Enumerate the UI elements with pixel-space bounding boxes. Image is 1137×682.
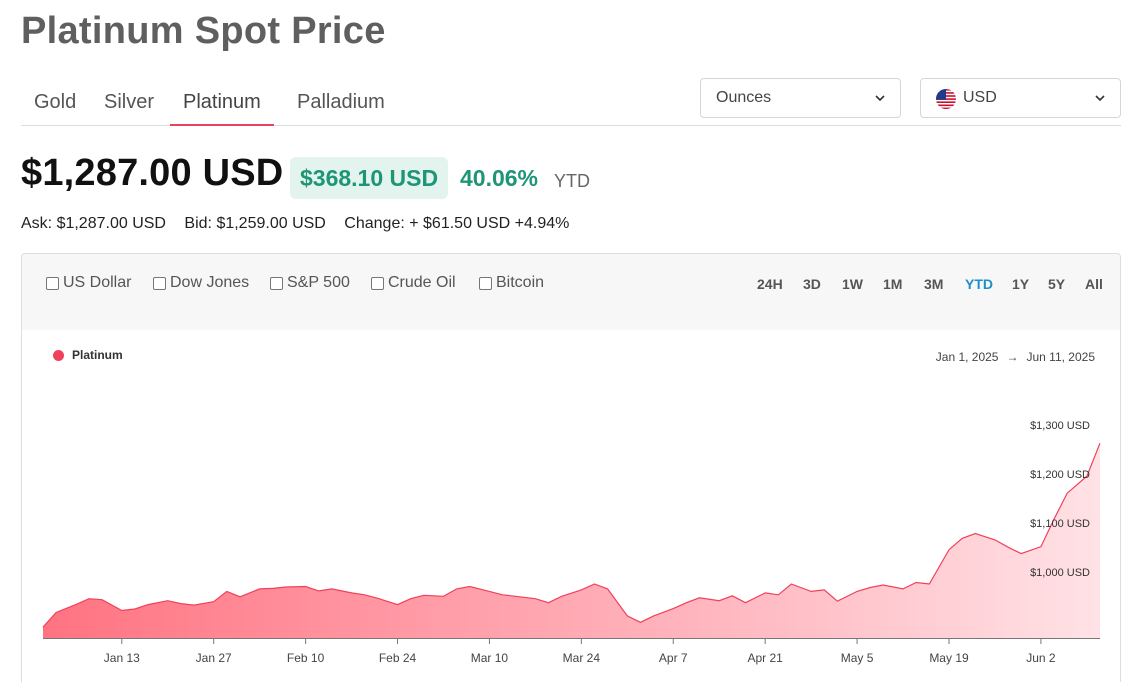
range-5y[interactable]: 5Y: [1048, 276, 1066, 292]
x-tick-label: Mar 10: [471, 651, 509, 665]
us-flag-icon: [936, 89, 956, 109]
x-tick-label: Jun 2: [1026, 651, 1056, 665]
compare-label: US Dollar: [63, 274, 132, 291]
currency-select-value: USD: [963, 89, 997, 106]
change-amount-badge: $368.10 USD: [290, 157, 449, 199]
tab-gold[interactable]: Gold: [34, 91, 77, 113]
y-tick-label: $1,100 USD: [1030, 518, 1090, 530]
price-chart[interactable]: $1,000 USD $1,100 USD $1,200 USD $1,300 USD…: [22, 254, 1121, 682]
compare-sp500[interactable]: S&P 500: [270, 274, 350, 292]
y-tick-label: $1,300 USD: [1030, 420, 1090, 432]
quote-line: Ask: $1,287.00 USD Bid: $1,259.00 USD Ch…: [21, 215, 583, 233]
chart-toolbar: US Dollar Dow Jones S&P 500 Crude Oil Bi…: [22, 254, 1120, 330]
checkbox-icon[interactable]: [46, 276, 59, 290]
range-3m[interactable]: 3M: [924, 276, 944, 292]
compare-us-dollar[interactable]: US Dollar: [46, 274, 131, 292]
checkbox-icon[interactable]: [479, 276, 492, 290]
range-1m[interactable]: 1M: [883, 276, 903, 292]
chart-legend[interactable]: Platinum: [53, 348, 123, 362]
range-1y[interactable]: 1Y: [1012, 276, 1030, 292]
ask-price: Ask: $1,287.00 USD: [21, 215, 166, 232]
checkbox-icon[interactable]: [270, 276, 283, 290]
chart-panel: US Dollar Dow Jones S&P 500 Crude Oil Bi…: [21, 253, 1121, 682]
unit-select-value: Ounces: [716, 89, 772, 106]
page-title: Platinum Spot Price: [21, 10, 386, 52]
unit-select[interactable]: Ounces: [700, 78, 901, 118]
metal-tabs: Gold Silver Platinum Palladium: [21, 78, 1121, 126]
change-percent: 40.06%: [460, 165, 539, 191]
x-tick-label: Mar 24: [563, 651, 601, 665]
tab-palladium[interactable]: Palladium: [297, 91, 385, 113]
tab-silver[interactable]: Silver: [104, 91, 155, 113]
period-label: YTD: [554, 171, 590, 191]
checkbox-icon[interactable]: [371, 276, 384, 290]
compare-bitcoin[interactable]: Bitcoin: [479, 274, 544, 292]
x-tick-label: Apr 21: [747, 651, 783, 665]
series-line-platinum: [42, 442, 1101, 628]
arrow-right-icon: →: [1006, 350, 1019, 364]
tab-platinum[interactable]: Platinum: [170, 78, 274, 126]
checkbox-icon[interactable]: [153, 276, 166, 290]
x-tick-label: Apr 7: [659, 651, 688, 665]
date-from: Jan 1, 2025: [935, 350, 999, 364]
range-all[interactable]: All: [1085, 276, 1103, 292]
currency-select[interactable]: USD: [920, 78, 1121, 118]
range-1w[interactable]: 1W: [842, 276, 863, 292]
x-tick-label: May 19: [929, 651, 969, 665]
compare-label: S&P 500: [287, 274, 350, 291]
range-ytd[interactable]: YTD: [965, 276, 993, 292]
compare-dow-jones[interactable]: Dow Jones: [153, 274, 249, 292]
compare-crude-oil[interactable]: Crude Oil: [371, 274, 456, 292]
y-tick-label: $1,200 USD: [1030, 469, 1090, 481]
bid-price: Bid: $1,259.00 USD: [184, 215, 326, 232]
legend-dot-icon: [53, 349, 64, 361]
date-range: Jan 1, 2025 → Jun 11, 2025: [936, 350, 1095, 364]
compare-label: Bitcoin: [496, 274, 545, 291]
x-tick-label: Feb 24: [379, 651, 417, 665]
range-24h[interactable]: 24H: [757, 276, 783, 292]
compare-label: Dow Jones: [170, 274, 250, 291]
date-to: Jun 11, 2025: [1026, 350, 1095, 364]
daily-change: Change: + $61.50 USD +4.94%: [344, 215, 570, 232]
x-tick-label: May 5: [841, 651, 874, 665]
chevron-down-icon: [875, 95, 885, 102]
x-tick-label: Feb 10: [287, 651, 325, 665]
y-tick-label: $1,000 USD: [1030, 567, 1090, 579]
series-area-platinum: [43, 443, 1100, 638]
x-tick-label: Jan 27: [196, 651, 232, 665]
x-tick-label: Jan 13: [104, 651, 140, 665]
legend-label-platinum: Platinum: [72, 348, 123, 362]
spot-price: $1,287.00 USD: [21, 152, 284, 194]
compare-label: Crude Oil: [388, 274, 456, 291]
chevron-down-icon: [1095, 95, 1105, 102]
range-3d[interactable]: 3D: [803, 276, 821, 292]
